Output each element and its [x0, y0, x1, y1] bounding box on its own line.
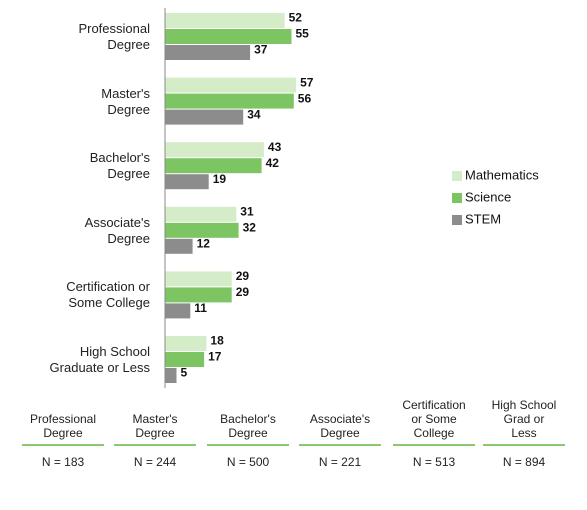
value-label: 32	[243, 220, 257, 234]
bar	[165, 222, 239, 238]
bar	[165, 368, 177, 383]
bar	[165, 206, 237, 222]
table-cell: N = 183	[41, 455, 85, 469]
value-label: 29	[236, 285, 250, 299]
legend-label: Science	[465, 189, 511, 204]
value-label: 31	[240, 204, 254, 218]
value-label: 37	[254, 43, 268, 57]
value-label: 43	[268, 140, 282, 154]
table-cell: N = 244	[133, 455, 177, 469]
bar	[165, 142, 264, 158]
header-rule	[22, 444, 104, 446]
value-label: 11	[194, 301, 207, 315]
category-label: Bachelor's Degree	[89, 150, 150, 182]
bar	[165, 174, 209, 190]
category-label: High School Graduate or Less	[49, 344, 150, 375]
table-header: Certification or Some College	[402, 398, 466, 440]
bar	[165, 29, 292, 44]
table-header: High School Grad or Less	[491, 398, 557, 440]
table-cell: N = 500	[226, 455, 270, 469]
bar	[165, 45, 251, 60]
bar	[165, 336, 207, 351]
category-label: Associate's Degree	[84, 214, 150, 246]
legend-label: Mathematics	[465, 167, 539, 182]
category-label: Certification or Some College	[66, 279, 150, 311]
value-label: 12	[197, 236, 211, 250]
bar	[165, 303, 191, 319]
bar	[165, 13, 285, 28]
table-cell: N = 221	[318, 455, 362, 469]
value-label: 52	[289, 11, 303, 25]
table-header: Associate's Degree	[309, 412, 371, 440]
bar	[165, 271, 232, 287]
value-label: 5	[181, 366, 188, 380]
value-label: 55	[296, 27, 310, 41]
legend-swatch	[452, 171, 462, 181]
value-label: 29	[236, 269, 250, 283]
bar	[165, 158, 262, 174]
header-rule	[393, 444, 475, 446]
value-label: 56	[298, 91, 312, 105]
header-rule	[483, 444, 565, 446]
table-header: Professional Degree	[29, 412, 97, 440]
value-label: 18	[210, 334, 224, 348]
category-label: Master's Degree	[101, 85, 150, 117]
legend-label: STEM	[465, 211, 501, 226]
bar	[165, 93, 294, 109]
value-label: 19	[213, 172, 227, 186]
category-label: Professional Degree	[78, 21, 150, 52]
legend-swatch	[452, 215, 462, 225]
bar	[165, 352, 205, 367]
bar	[165, 287, 232, 303]
value-label: 57	[300, 75, 314, 89]
bar	[165, 109, 244, 125]
table-cell: N = 513	[412, 455, 456, 469]
value-label: 42	[266, 156, 280, 170]
table-header: Bachelor's Degree	[220, 412, 276, 440]
header-rule	[207, 444, 289, 446]
bar	[165, 238, 193, 254]
header-rule	[114, 444, 196, 446]
table-header: Master's Degree	[132, 412, 178, 440]
value-label: 17	[208, 350, 222, 364]
header-rule	[299, 444, 381, 446]
legend-swatch	[452, 193, 462, 203]
bar	[165, 77, 297, 93]
value-label: 34	[247, 107, 261, 121]
table-cell: N = 894	[502, 455, 546, 469]
